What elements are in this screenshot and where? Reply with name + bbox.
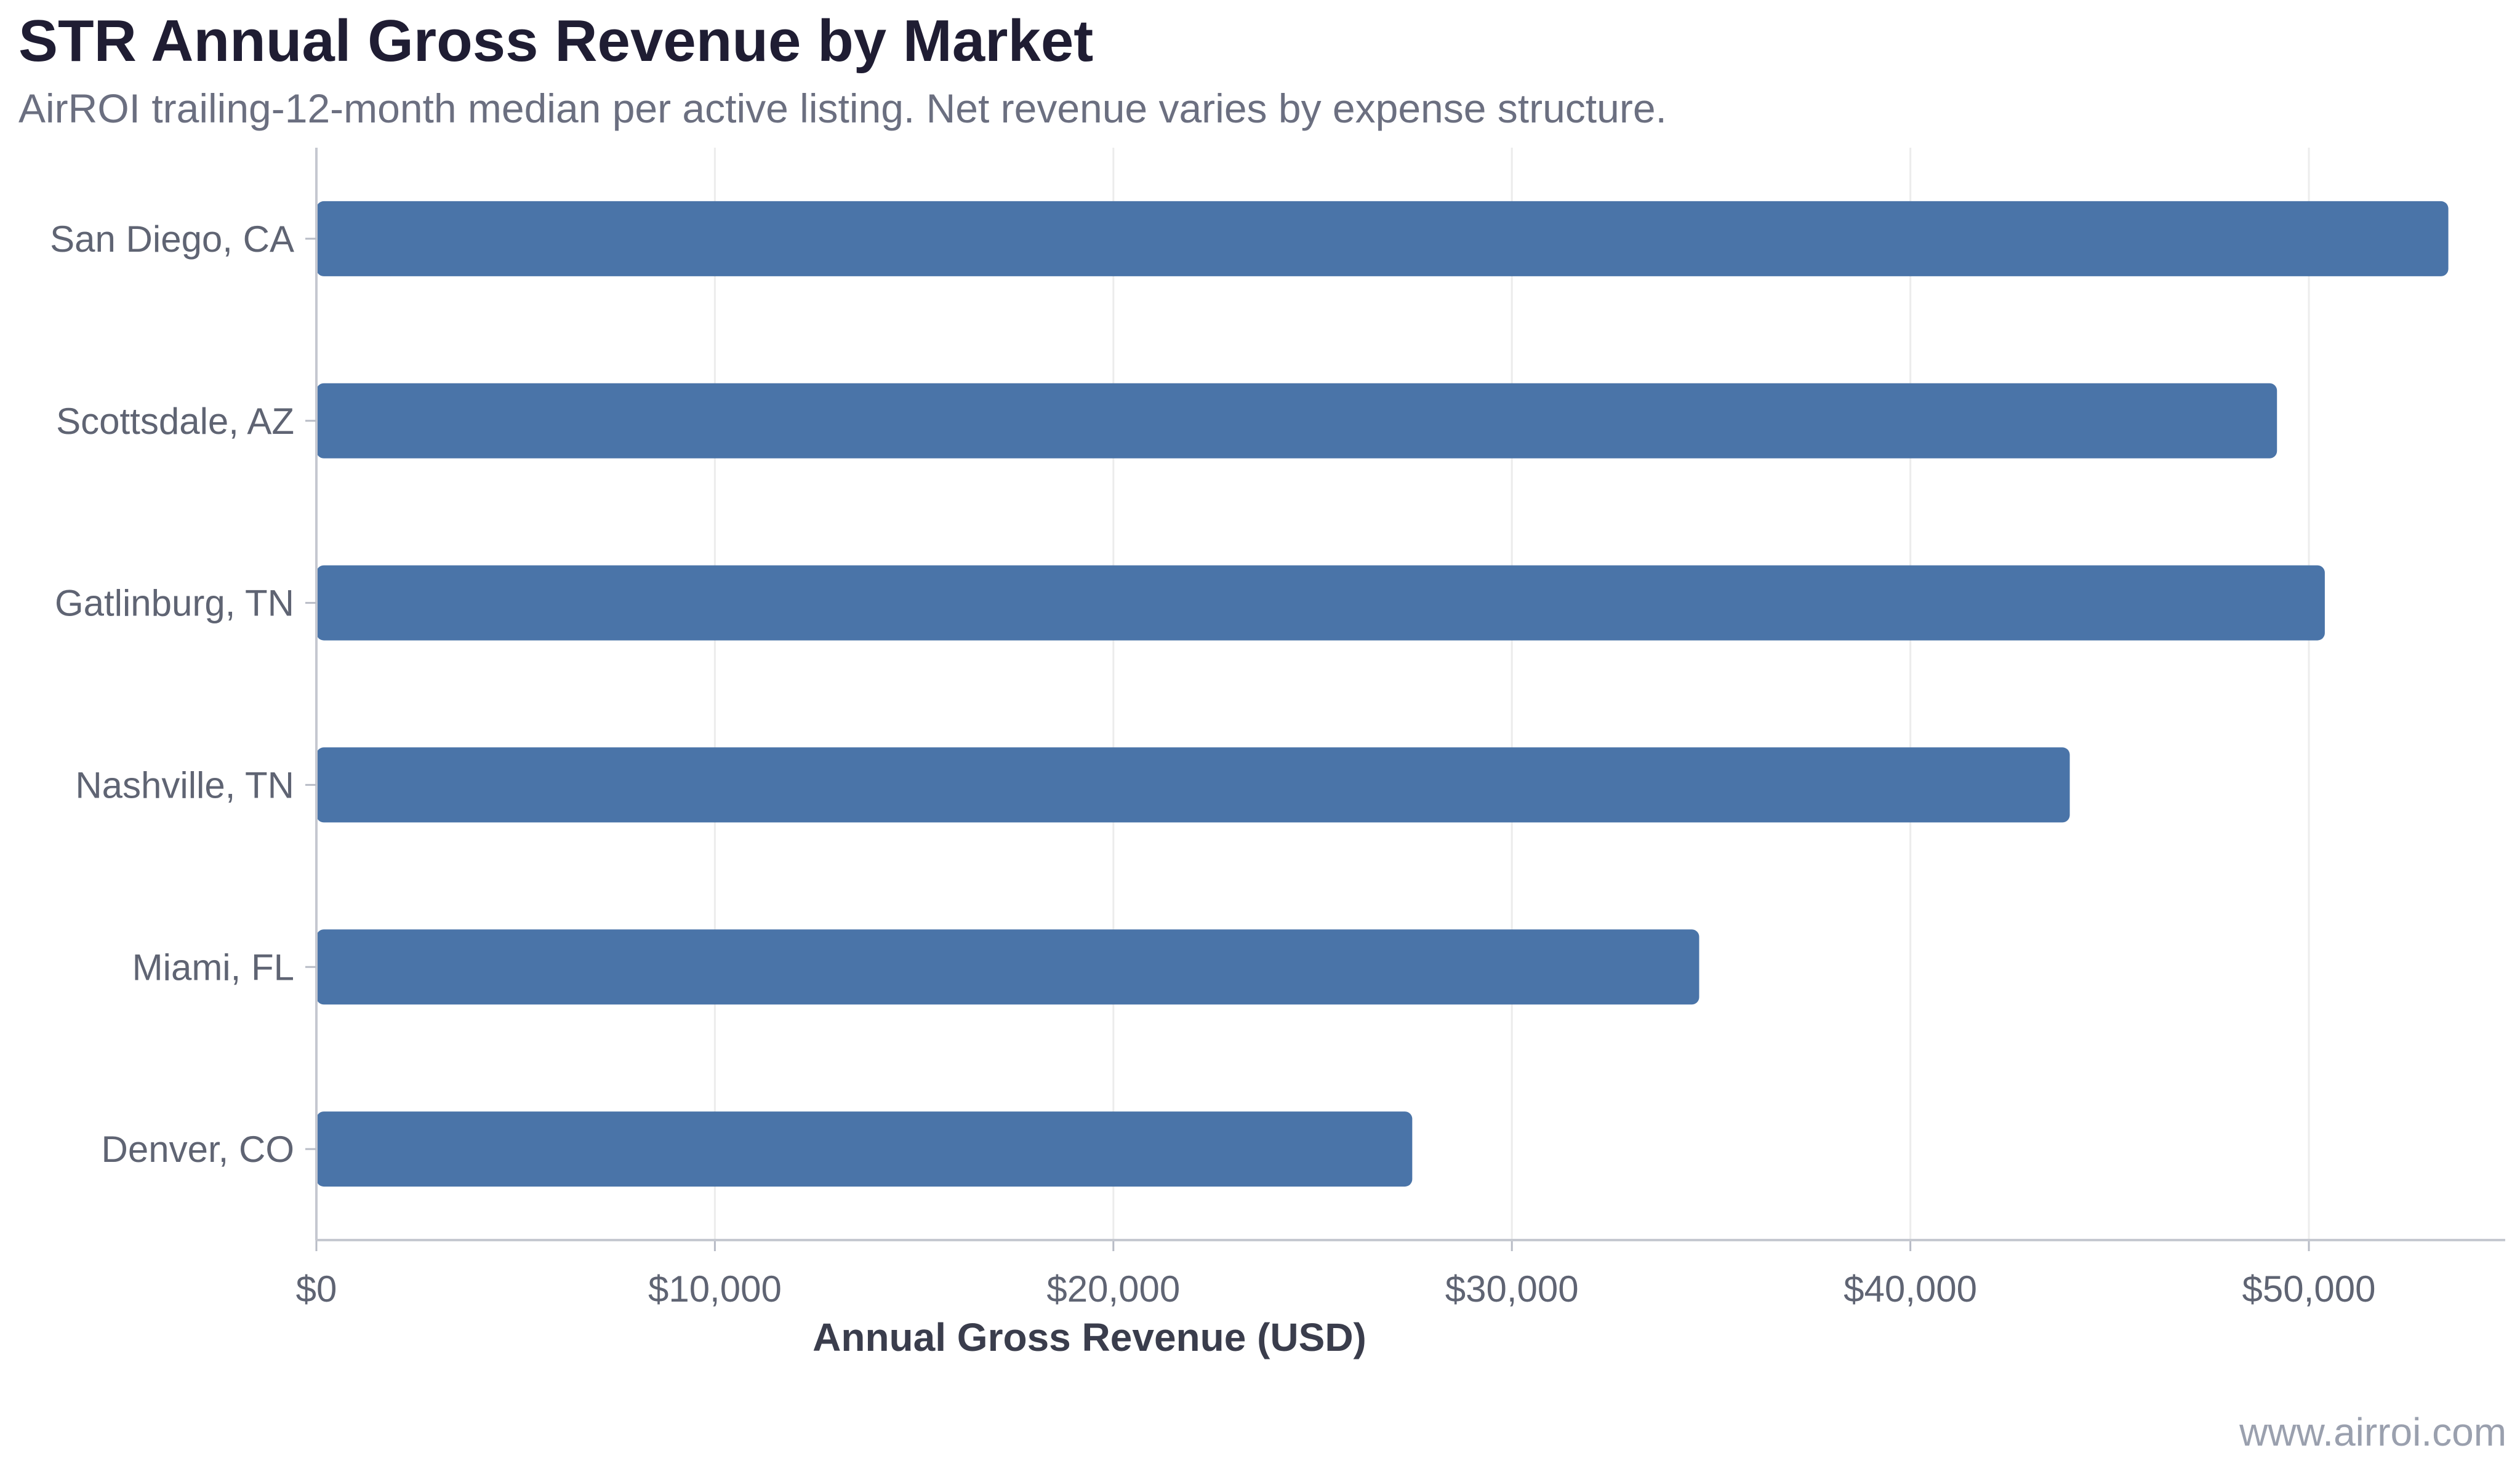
watermark: www.airroi.com (2239, 1410, 2506, 1454)
category-label: Denver, CO (102, 1129, 294, 1170)
bar (316, 929, 1699, 1005)
bar (316, 383, 2277, 458)
x-tick-label: $50,000 (2242, 1268, 2376, 1310)
bar (316, 565, 2325, 641)
axes: $0 $10,000 $20,000 $30,000 $40,000 $50,000 San… (50, 148, 2505, 1310)
bar (316, 201, 2449, 276)
category-label: Miami, FL (132, 947, 294, 988)
category-label: San Diego, CA (50, 218, 294, 260)
chart-subtitle: AirROI trailing-12-month median per acti… (18, 86, 1667, 131)
x-tick-label: $0 (296, 1268, 337, 1310)
grid-lines (713, 148, 2310, 1240)
x-tick-label: $10,000 (648, 1268, 782, 1310)
category-label: Nashville, TN (75, 764, 294, 806)
x-axis-title: Annual Gross Revenue (USD) (813, 1315, 1366, 1359)
bar (316, 1111, 1413, 1187)
category-label: Gatlinburg, TN (55, 583, 294, 624)
chart-title: STR Annual Gross Revenue by Market (18, 8, 1094, 74)
x-tick-label: $30,000 (1445, 1268, 1579, 1310)
bars (316, 201, 2449, 1187)
category-label: Scottsdale, AZ (56, 401, 294, 442)
x-tick-label: $40,000 (1844, 1268, 1977, 1310)
bar (316, 747, 2070, 823)
x-tick-label: $20,000 (1046, 1268, 1180, 1310)
